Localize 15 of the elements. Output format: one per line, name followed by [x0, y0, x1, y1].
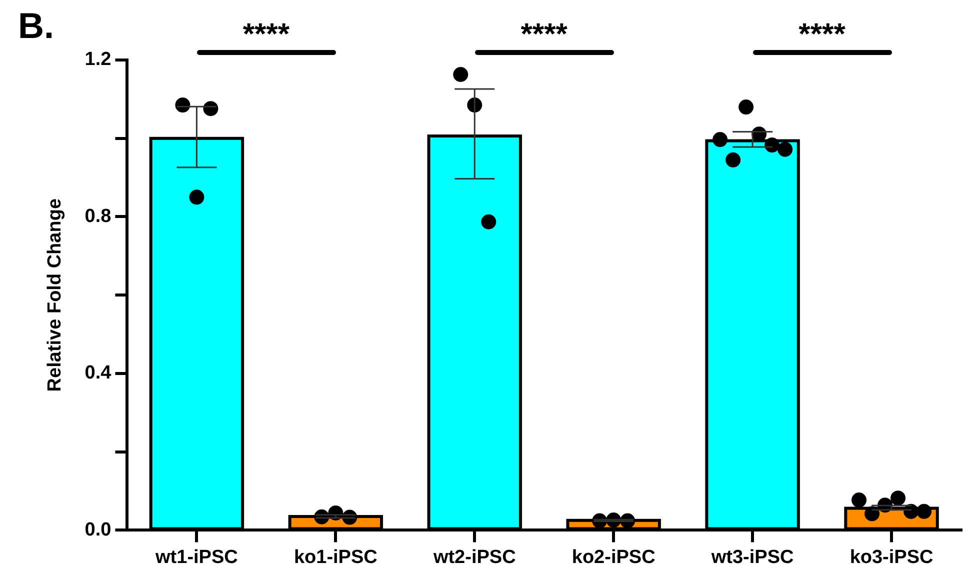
x-tick-label: ko1-iPSC — [294, 546, 378, 568]
x-tick-label: ko3-iPSC — [850, 546, 934, 568]
text: **** — [520, 18, 568, 51]
y-tick-label: 0.0 — [84, 519, 112, 540]
y-tick-label: 0.8 — [84, 206, 112, 227]
y-axis-title: Relative Fold Change — [44, 198, 66, 392]
text: **** — [798, 18, 846, 51]
y-tick-label: 1.2 — [84, 49, 112, 70]
x-tick-label: wt1-iPSC — [154, 546, 238, 568]
x-tick-label: wt3-iPSC — [710, 546, 794, 568]
text: **** — [242, 18, 290, 51]
x-tick-label: ko2-iPSC — [572, 546, 656, 568]
chart-title: B. — [18, 5, 54, 46]
x-tick-label: wt2-iPSC — [432, 546, 516, 568]
y-tick-label: 0.4 — [84, 362, 112, 384]
